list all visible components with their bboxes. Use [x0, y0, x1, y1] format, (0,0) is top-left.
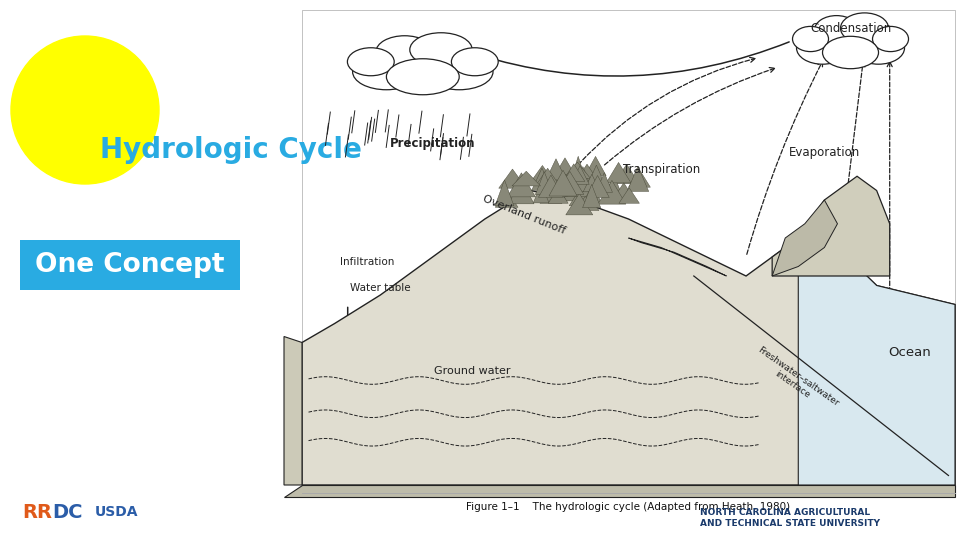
Polygon shape: [629, 238, 727, 276]
Polygon shape: [579, 178, 606, 194]
Polygon shape: [561, 180, 581, 194]
Polygon shape: [598, 180, 626, 204]
Polygon shape: [584, 174, 600, 192]
Text: RR: RR: [22, 503, 52, 522]
Polygon shape: [552, 158, 578, 180]
Polygon shape: [606, 163, 631, 183]
Polygon shape: [537, 168, 559, 185]
Polygon shape: [564, 171, 580, 193]
Ellipse shape: [425, 54, 493, 90]
FancyBboxPatch shape: [20, 240, 240, 290]
Polygon shape: [534, 184, 549, 203]
Text: Overland runoff: Overland runoff: [481, 193, 566, 235]
Polygon shape: [284, 485, 955, 497]
Polygon shape: [508, 173, 536, 197]
Polygon shape: [548, 187, 568, 203]
Polygon shape: [559, 173, 585, 193]
Text: DC: DC: [52, 503, 83, 522]
Polygon shape: [532, 168, 552, 190]
Polygon shape: [584, 179, 601, 202]
Polygon shape: [629, 170, 650, 187]
Polygon shape: [499, 169, 526, 188]
Text: Infiltration: Infiltration: [340, 256, 395, 267]
Polygon shape: [570, 177, 592, 191]
Ellipse shape: [376, 36, 433, 68]
Text: Ocean: Ocean: [888, 346, 930, 359]
Polygon shape: [583, 185, 601, 208]
Polygon shape: [585, 157, 606, 176]
Polygon shape: [619, 188, 639, 203]
Polygon shape: [302, 191, 955, 485]
Text: Precipitation: Precipitation: [390, 137, 475, 150]
Polygon shape: [564, 180, 583, 201]
Polygon shape: [571, 176, 596, 195]
Polygon shape: [549, 170, 577, 196]
Polygon shape: [596, 173, 612, 192]
Text: Evaporation: Evaporation: [789, 146, 860, 159]
Text: Freshwater–saltwater
interface: Freshwater–saltwater interface: [750, 345, 840, 416]
Polygon shape: [586, 176, 610, 198]
Ellipse shape: [823, 36, 878, 69]
Polygon shape: [574, 164, 600, 184]
Ellipse shape: [852, 32, 904, 64]
Polygon shape: [570, 156, 587, 181]
Ellipse shape: [873, 26, 908, 52]
Polygon shape: [566, 174, 591, 195]
Polygon shape: [545, 159, 567, 182]
Polygon shape: [613, 183, 634, 198]
Polygon shape: [614, 164, 639, 184]
Text: Condensation: Condensation: [810, 23, 891, 36]
Text: USDA: USDA: [95, 505, 138, 519]
Polygon shape: [569, 186, 595, 206]
Polygon shape: [536, 172, 553, 194]
Polygon shape: [284, 336, 302, 485]
Text: Hydrologic Cycle: Hydrologic Cycle: [100, 136, 362, 164]
Ellipse shape: [352, 54, 420, 90]
Polygon shape: [540, 171, 567, 196]
Polygon shape: [772, 176, 890, 276]
Ellipse shape: [451, 48, 498, 76]
Polygon shape: [495, 180, 514, 206]
Ellipse shape: [797, 32, 849, 64]
Polygon shape: [563, 164, 585, 181]
Ellipse shape: [410, 33, 472, 67]
Polygon shape: [495, 190, 518, 207]
Text: NORTH CAROLINA AGRICULTURAL
AND TECHNICAL STATE UNIVERSITY: NORTH CAROLINA AGRICULTURAL AND TECHNICA…: [700, 508, 880, 528]
Ellipse shape: [11, 36, 159, 184]
Polygon shape: [575, 194, 599, 211]
Polygon shape: [540, 187, 562, 204]
Polygon shape: [539, 175, 564, 197]
Polygon shape: [799, 238, 955, 485]
Text: Water table: Water table: [350, 283, 411, 293]
Polygon shape: [627, 166, 649, 192]
Polygon shape: [556, 171, 584, 194]
Polygon shape: [574, 166, 591, 188]
Ellipse shape: [381, 42, 465, 86]
Polygon shape: [578, 168, 598, 186]
Ellipse shape: [841, 13, 889, 44]
Ellipse shape: [819, 21, 882, 60]
Polygon shape: [529, 165, 556, 184]
Bar: [302, 10, 955, 485]
Text: Figure 1–1    The hydrologic cycle (Adapted from Heath, 1980): Figure 1–1 The hydrologic cycle (Adapted…: [467, 502, 791, 512]
Text: One Concept: One Concept: [36, 252, 225, 278]
Ellipse shape: [348, 48, 395, 76]
Polygon shape: [586, 165, 607, 189]
Polygon shape: [571, 166, 589, 184]
Polygon shape: [565, 193, 593, 215]
Text: Transpiration: Transpiration: [622, 163, 700, 176]
Ellipse shape: [387, 59, 459, 94]
Polygon shape: [552, 174, 580, 192]
Polygon shape: [772, 200, 837, 276]
Polygon shape: [564, 162, 590, 178]
Polygon shape: [509, 180, 534, 204]
Text: Ground water: Ground water: [434, 366, 510, 376]
Polygon shape: [547, 179, 566, 194]
Polygon shape: [564, 174, 590, 197]
Ellipse shape: [793, 26, 828, 52]
Ellipse shape: [814, 16, 858, 44]
Polygon shape: [606, 174, 622, 195]
Polygon shape: [512, 171, 540, 186]
